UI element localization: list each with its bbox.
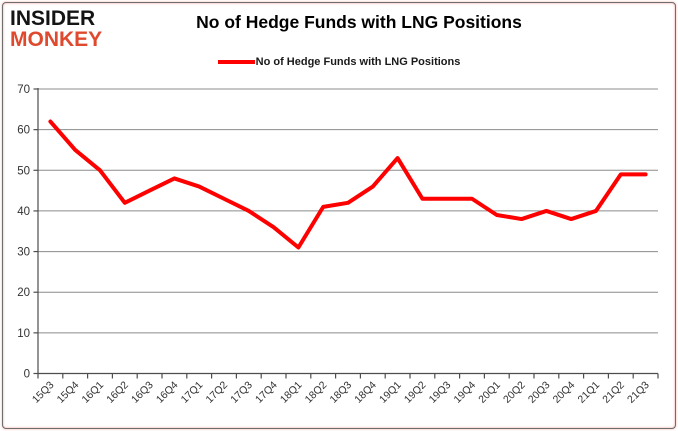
legend-line-swatch — [217, 60, 255, 64]
x-tick-label: 18Q3 — [327, 379, 354, 406]
x-tick-label: 21Q2 — [600, 379, 627, 406]
x-tick-label: 18Q1 — [278, 379, 305, 406]
x-tick-label: 19Q1 — [377, 379, 404, 406]
x-tick-label: 17Q3 — [228, 379, 255, 406]
y-tick-label: 50 — [17, 165, 30, 177]
x-tick-label: 20Q4 — [551, 379, 578, 406]
chart-legend: No of Hedge Funds with LNG Positions — [0, 56, 678, 68]
x-tick-label: 15Q4 — [55, 379, 82, 406]
y-tick-label: 40 — [17, 206, 30, 218]
x-tick-label: 18Q2 — [303, 379, 330, 406]
x-tick-label: 21Q3 — [625, 379, 652, 406]
x-tick-label: 17Q2 — [203, 379, 230, 406]
y-tick-label: 60 — [17, 125, 30, 137]
x-tick-label: 17Q1 — [179, 379, 206, 406]
chart-title: No of Hedge Funds with LNG Positions — [196, 12, 522, 32]
x-tick-label: 19Q3 — [427, 379, 454, 406]
x-tick-label: 16Q1 — [79, 379, 106, 406]
logo-line-monkey: MONKEY — [10, 28, 103, 51]
x-tick-label: 21Q1 — [575, 379, 602, 406]
y-tick-label: 0 — [24, 369, 30, 381]
y-tick-label: 30 — [17, 247, 30, 259]
x-tick-label: 16Q4 — [154, 379, 181, 406]
x-tick-label: 20Q3 — [526, 379, 553, 406]
x-tick-label: 19Q4 — [451, 379, 478, 406]
legend-label: No of Hedge Funds with LNG Positions — [255, 56, 461, 68]
y-tick-label: 20 — [17, 287, 30, 299]
series-line — [48, 119, 648, 250]
x-tick-label: 16Q3 — [129, 379, 156, 406]
x-tick-label: 18Q4 — [352, 379, 379, 406]
logo-line-insider: INSIDER — [10, 7, 96, 30]
x-tick-label: 15Q3 — [30, 379, 57, 406]
y-tick-label: 10 — [17, 328, 30, 340]
x-tick-label: 19Q2 — [402, 379, 429, 406]
y-tick-label: 70 — [17, 84, 30, 96]
x-tick-label: 20Q2 — [501, 379, 528, 406]
x-tick-label: 16Q2 — [104, 379, 131, 406]
x-tick-label: 17Q4 — [253, 379, 280, 406]
x-tick-label: 20Q1 — [476, 379, 503, 406]
insider-monkey-logo: INSIDER MONKEY — [10, 7, 102, 52]
